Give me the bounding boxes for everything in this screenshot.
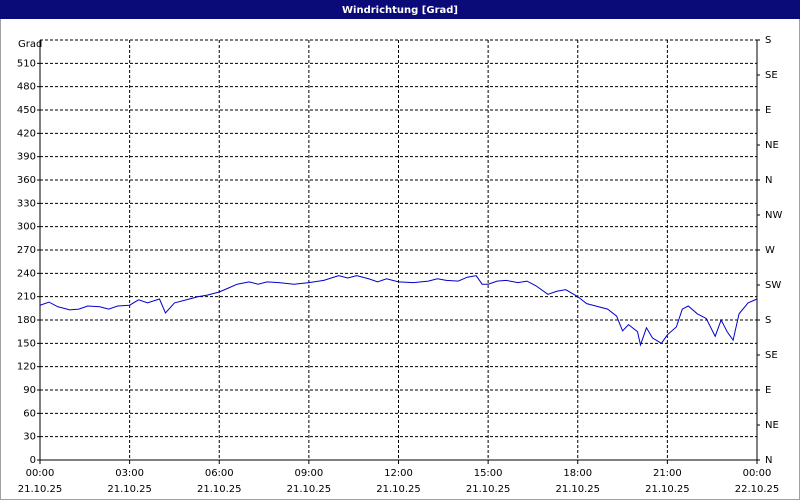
y-tick-label: 90 [23, 385, 36, 396]
y-tick-label: 270 [17, 245, 36, 256]
y2-tick-label: NE [765, 140, 779, 151]
y-tick-label: 180 [17, 315, 36, 326]
x-tick-label: 15:00 [474, 468, 503, 479]
y2-tick-label: SW [765, 280, 781, 291]
x-tick-date: 21.10.25 [287, 484, 332, 495]
y-tick-label: 450 [17, 105, 36, 116]
x-tick-date: 21.10.25 [555, 484, 600, 495]
y-tick-label: 300 [17, 222, 36, 233]
x-tick-date: 21.10.25 [466, 484, 511, 495]
y-tick-label: 0 [30, 455, 36, 466]
y-axis-label: Grad [18, 39, 42, 50]
y-tick-label: 150 [17, 338, 36, 349]
y2-tick-label: S [765, 35, 771, 46]
y2-tick-label: N [765, 455, 772, 466]
y2-tick-label: NE [765, 420, 779, 431]
x-tick-date: 21.10.25 [18, 484, 63, 495]
chart-title: Windrichtung [Grad] [342, 5, 458, 16]
y2-tick-label: N [765, 175, 772, 186]
y-tick-label: 120 [17, 362, 36, 373]
y-tick-label: 60 [23, 408, 36, 419]
x-tick-date: 21.10.25 [645, 484, 690, 495]
y-tick-label: 390 [17, 152, 36, 163]
x-tick-label: 12:00 [384, 468, 413, 479]
x-tick-date: 21.10.25 [197, 484, 242, 495]
y-tick-label: 480 [17, 82, 36, 93]
y2-tick-label: SE [765, 70, 778, 81]
x-tick-label: 00:00 [26, 468, 55, 479]
x-tick-date: 22.10.25 [735, 484, 780, 495]
x-tick-label: 00:00 [743, 468, 772, 479]
y2-tick-label: E [765, 385, 771, 396]
y-tick-label: 330 [17, 198, 36, 209]
x-tick-date: 21.10.25 [107, 484, 152, 495]
x-tick-date: 21.10.25 [376, 484, 421, 495]
y2-tick-label: SE [765, 350, 778, 361]
data-line [39, 275, 758, 347]
x-tick-label: 06:00 [205, 468, 234, 479]
y2-tick-label: W [765, 245, 775, 256]
y-tick-label: 420 [17, 128, 36, 139]
x-tick-label: 21:00 [653, 468, 682, 479]
y-tick-label: 510 [17, 58, 36, 69]
y-tick-label: 30 [23, 432, 36, 443]
y-tick-label: 360 [17, 175, 36, 186]
y-tick-label: 240 [17, 268, 36, 279]
y-tick-label: 210 [17, 292, 36, 303]
y2-tick-label: NW [765, 210, 782, 221]
title-bar [0, 0, 800, 19]
y2-tick-label: S [765, 315, 771, 326]
y2-tick-label: E [765, 105, 771, 116]
x-tick-label: 03:00 [115, 468, 144, 479]
x-tick-label: 18:00 [563, 468, 592, 479]
x-tick-label: 09:00 [294, 468, 323, 479]
